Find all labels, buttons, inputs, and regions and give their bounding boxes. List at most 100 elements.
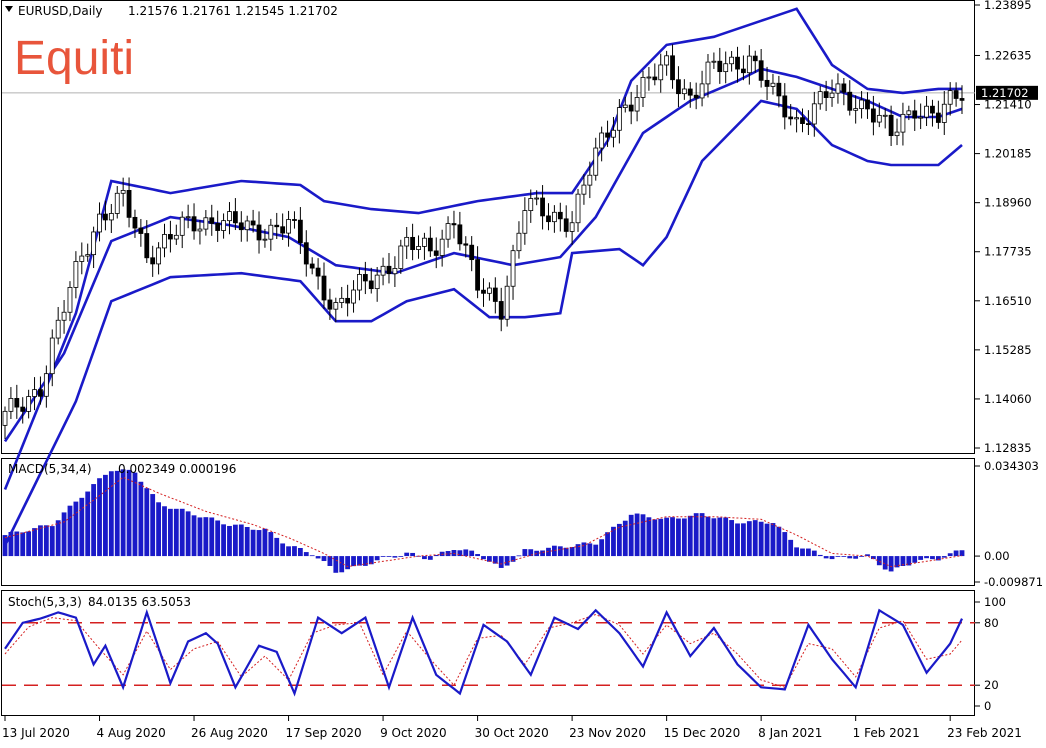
price-tick-label: 1.15285 xyxy=(984,343,1032,357)
candle xyxy=(616,99,622,144)
candle-body xyxy=(557,211,563,220)
time-tick-label: 30 Oct 2020 xyxy=(475,726,549,740)
macd-bar xyxy=(238,524,244,557)
candle-body xyxy=(209,217,215,224)
candle xyxy=(345,284,351,317)
macd-bar xyxy=(85,491,91,557)
candle-body xyxy=(912,110,918,119)
macd-bar xyxy=(492,556,498,564)
candle-body xyxy=(670,55,675,81)
candle xyxy=(162,223,167,258)
macd-panel[interactable]: 0.034303 0.00 -0.009871 MACD(5,34,4) 0.002… xyxy=(2,459,1043,589)
candle-body xyxy=(67,287,73,313)
candle-body xyxy=(735,56,740,70)
candle-body xyxy=(876,114,882,123)
candle-body xyxy=(103,213,108,221)
candle xyxy=(250,209,256,233)
macd-bar xyxy=(516,555,522,557)
macd-bar xyxy=(422,556,427,560)
macd-bar xyxy=(563,547,569,557)
candle-body xyxy=(368,280,374,290)
candle-body xyxy=(746,55,752,74)
candle-body xyxy=(481,289,486,294)
candle-body xyxy=(227,211,232,222)
candle xyxy=(516,221,522,259)
stochastic-tick-label: 0 xyxy=(984,699,991,713)
dropdown-triangle-icon[interactable] xyxy=(5,6,13,12)
candle xyxy=(463,236,469,258)
panel-frames xyxy=(1,0,975,716)
price-panel[interactable]: 1.23895 1.22635 1.21410 1.20185 1.18960 1.177… xyxy=(2,0,1038,547)
candle xyxy=(693,82,699,110)
macd-bar xyxy=(705,516,711,557)
candle xyxy=(274,212,280,239)
macd-bar xyxy=(292,546,297,557)
candle-body xyxy=(492,287,498,302)
macd-bar xyxy=(61,512,67,557)
candle xyxy=(492,277,498,314)
macd-bar xyxy=(481,556,486,560)
candle xyxy=(132,209,138,238)
macd-bar xyxy=(103,474,108,557)
candle-body xyxy=(652,76,658,81)
candle-body xyxy=(262,238,268,241)
candle-body xyxy=(959,98,965,101)
candle-body xyxy=(941,103,947,123)
candle xyxy=(865,92,870,119)
macd-bar xyxy=(339,556,345,573)
candle xyxy=(38,376,43,405)
candle xyxy=(8,387,14,420)
candle-body xyxy=(238,222,244,231)
macd-bar xyxy=(634,513,640,557)
macd-bar xyxy=(758,521,764,557)
time-tick-label: 9 Oct 2020 xyxy=(380,726,447,740)
candle xyxy=(953,82,959,107)
macd-bar xyxy=(26,531,32,557)
candle-body xyxy=(835,83,841,94)
candle-body xyxy=(622,104,628,109)
candle-body xyxy=(345,297,351,304)
candle-body xyxy=(534,197,540,200)
candle-body xyxy=(416,246,421,250)
macd-bar xyxy=(232,524,238,557)
candle xyxy=(126,177,132,228)
stochastic-panel[interactable]: 100 80 20 0 Stoch(5,3,3) 84.0135 63.5053 xyxy=(2,595,1006,713)
candle-body xyxy=(433,250,439,256)
macd-bar xyxy=(463,549,469,557)
candle xyxy=(221,213,226,239)
candle xyxy=(935,100,941,129)
candle xyxy=(800,108,805,133)
macd-bar xyxy=(498,556,504,568)
candle xyxy=(912,99,918,131)
macd-bar xyxy=(215,520,221,557)
macd-bar xyxy=(959,550,965,557)
candle xyxy=(197,220,203,245)
candle xyxy=(658,53,664,93)
candle xyxy=(79,242,85,275)
candle xyxy=(392,256,398,287)
candle xyxy=(185,204,191,229)
candle-body xyxy=(546,215,551,223)
candle-body xyxy=(569,222,575,232)
candle xyxy=(280,213,286,240)
macd-bar xyxy=(711,518,717,557)
candle xyxy=(138,218,144,247)
candle-body xyxy=(32,389,37,397)
candle xyxy=(817,85,823,110)
candle-body xyxy=(664,55,670,66)
candle-body xyxy=(676,79,681,95)
candle xyxy=(646,67,652,91)
macd-bar xyxy=(811,550,817,557)
macd-bar xyxy=(132,472,138,557)
macd-bar xyxy=(581,542,587,557)
candle-body xyxy=(563,218,569,232)
macd-bar xyxy=(43,525,49,557)
macd-bar xyxy=(788,539,794,557)
candle xyxy=(670,44,675,89)
macd-bar xyxy=(947,553,953,557)
candle-body xyxy=(339,297,345,303)
candle-body xyxy=(97,213,102,233)
candle xyxy=(73,251,79,299)
candle-body xyxy=(457,224,463,245)
